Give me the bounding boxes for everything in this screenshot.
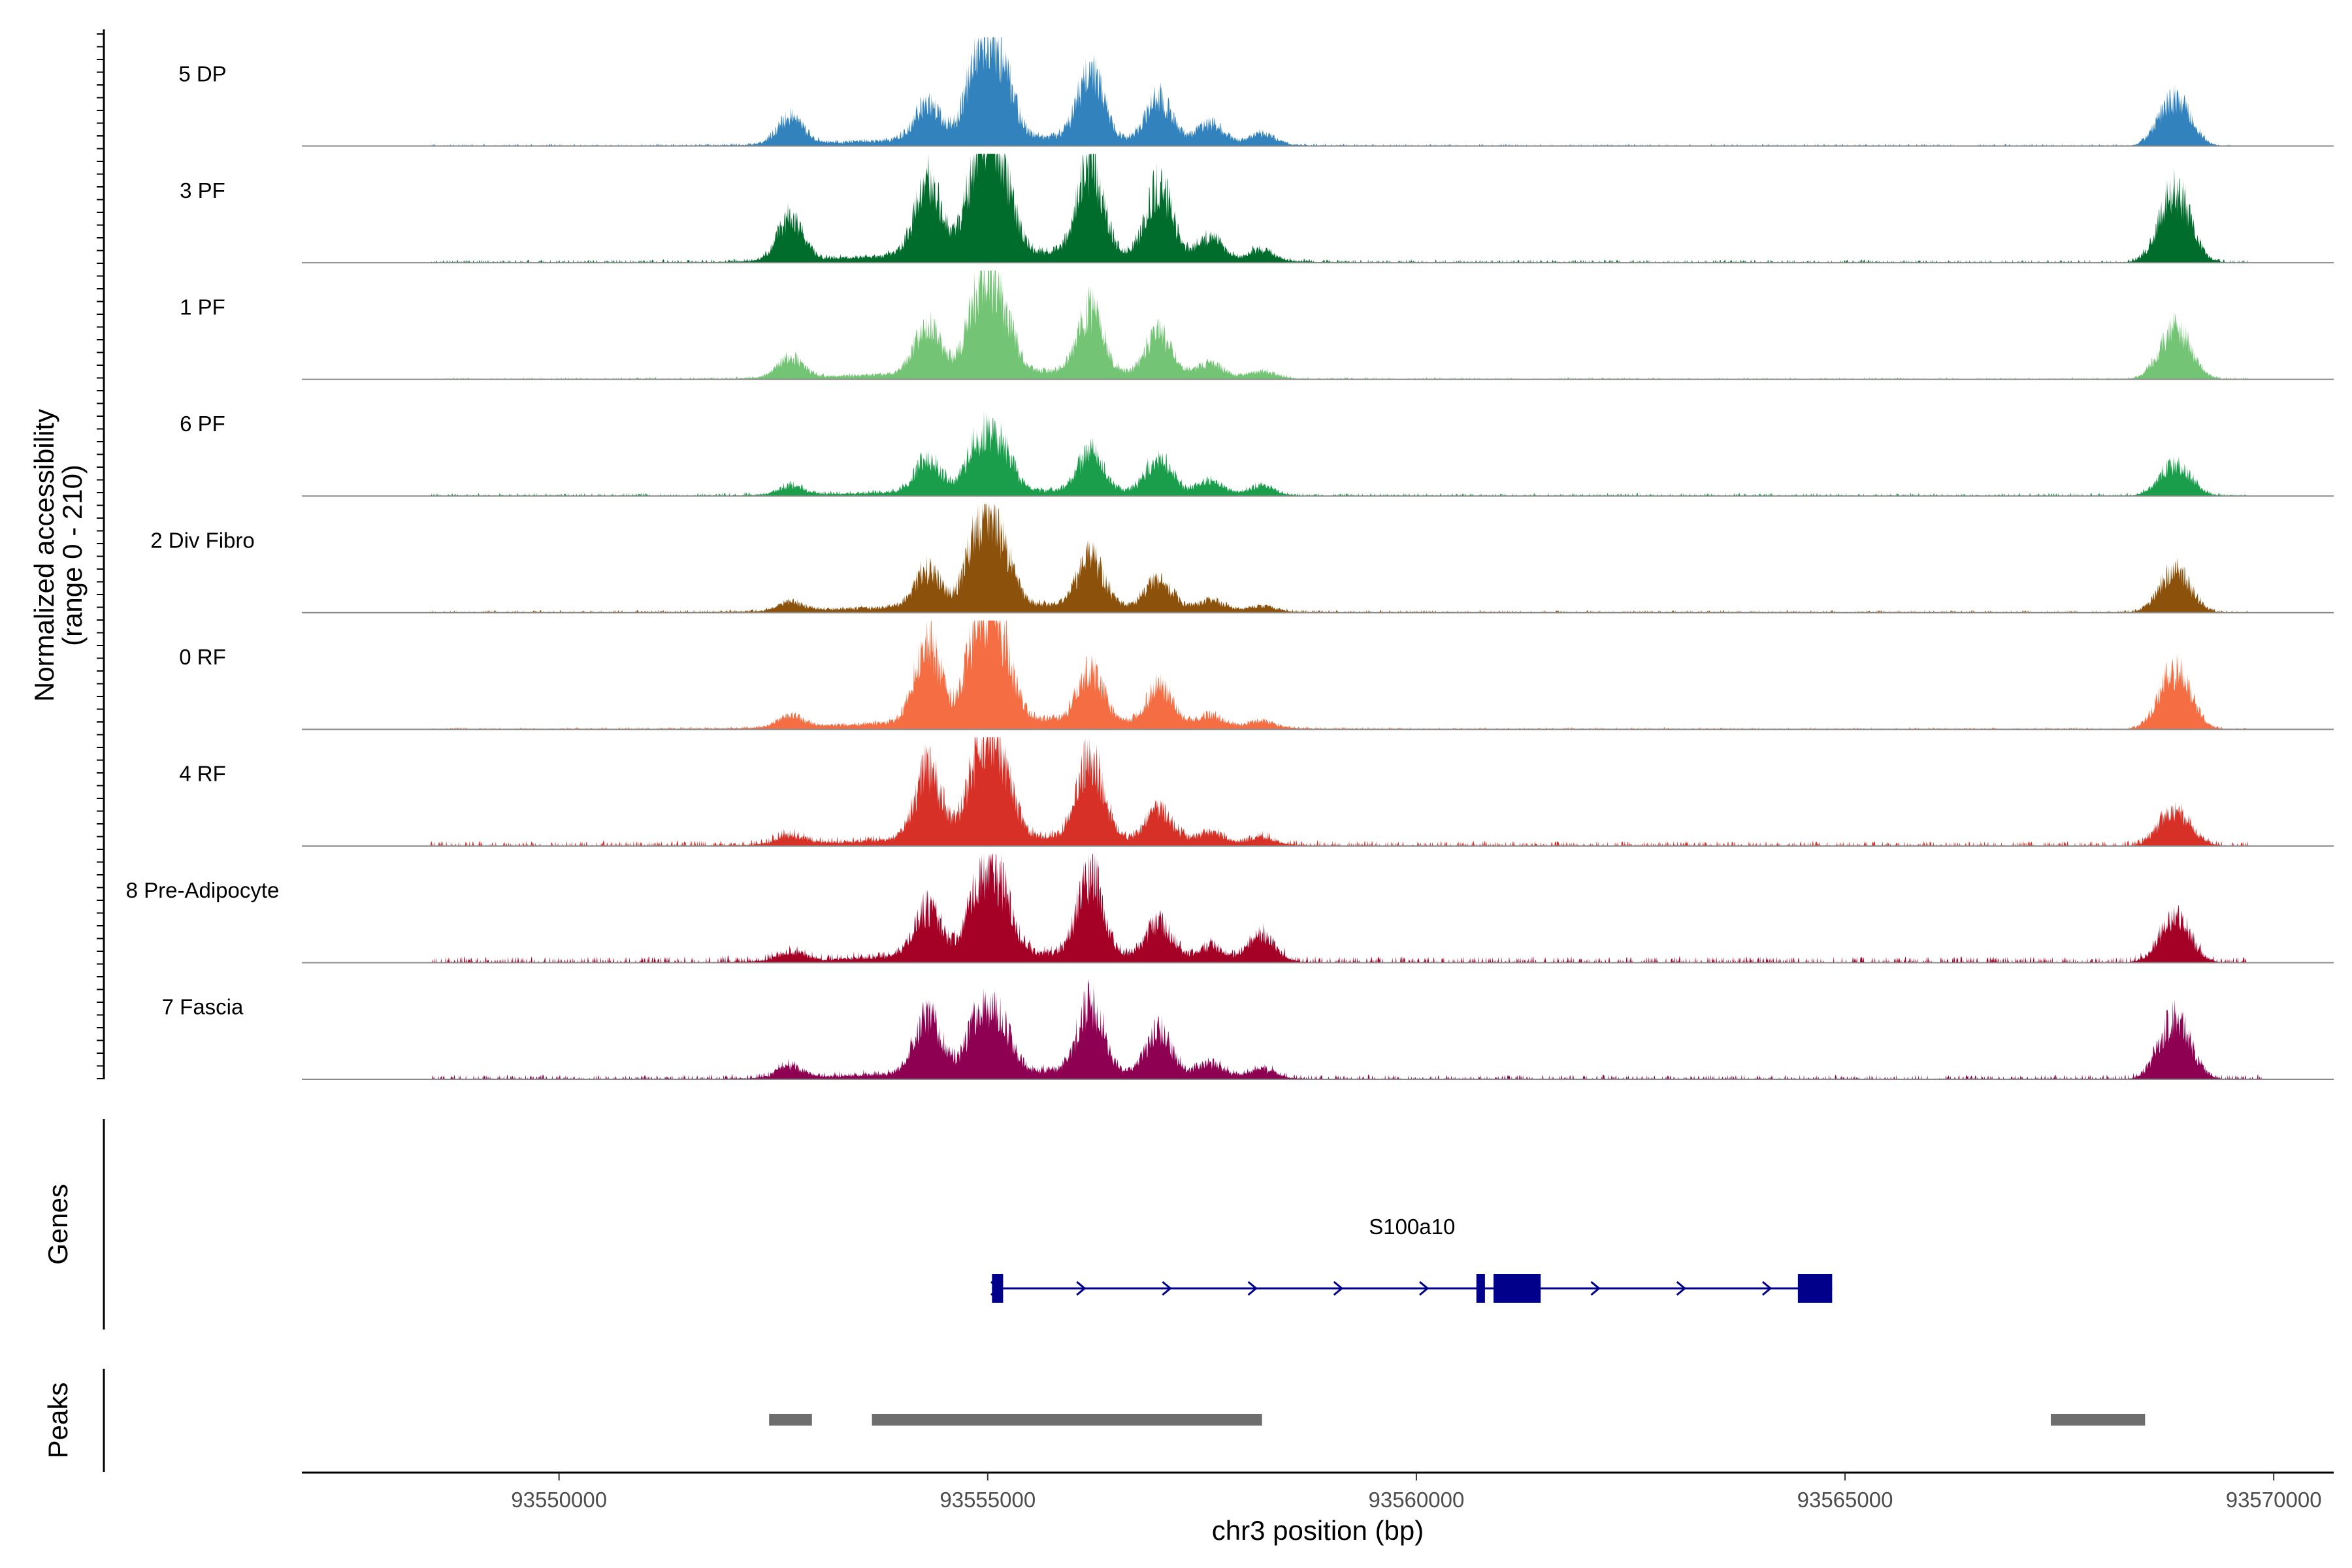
track-label: 8 Pre-Adipocyte xyxy=(126,878,280,902)
track-0-rf: 0 RF xyxy=(179,620,2334,730)
x-tick-label: 93565000 xyxy=(1797,1488,1893,1512)
strand-arrow-icon xyxy=(1676,1281,1687,1296)
track-label: 6 PF xyxy=(180,412,225,436)
peak-bar xyxy=(2050,1414,2146,1426)
strand-arrow-icon xyxy=(1333,1281,1344,1296)
gene-exon xyxy=(1797,1274,1833,1303)
track-5-dp: 5 DP xyxy=(178,37,2334,147)
track-label: 4 RF xyxy=(179,762,226,786)
track-label: 1 PF xyxy=(180,295,225,319)
peaks-panel-title: Peaks xyxy=(42,1382,73,1459)
track-label: 5 DP xyxy=(178,61,226,86)
track-label: 2 Div Fibro xyxy=(150,529,255,553)
peak-track xyxy=(769,1414,2146,1426)
peak-bar xyxy=(872,1414,1262,1426)
strand-arrow-icon xyxy=(1076,1281,1086,1296)
gene-track: S100a10 xyxy=(990,1215,1833,1303)
track-label: 0 RF xyxy=(179,645,226,669)
coverage-tracks: 5 DP 3 PF 1 PF 6 PF 2 Div Fibro 0 RF 4 RF 8 Pre… xyxy=(126,37,2334,1080)
y-axis-title-line1: Normalized accessibility xyxy=(29,409,59,702)
track-7-fascia: 7 Fascia xyxy=(162,979,2334,1080)
track-8-pre-adipocyte: 8 Pre-Adipocyte xyxy=(126,853,2334,964)
x-tick-label: 93550000 xyxy=(511,1488,607,1512)
gene-exon xyxy=(1494,1274,1541,1303)
x-tick-label: 93560000 xyxy=(1368,1488,1464,1512)
peak-bar xyxy=(769,1414,812,1426)
strand-arrow-icon xyxy=(1590,1281,1601,1296)
gene-exon xyxy=(1476,1274,1485,1303)
track-1-pf: 1 PF xyxy=(180,270,2334,380)
track-6-pf: 6 PF xyxy=(180,409,2334,497)
strand-arrow-icon xyxy=(1761,1281,1772,1296)
strand-arrow-icon xyxy=(1419,1281,1429,1296)
x-tick-label: 93555000 xyxy=(939,1488,1036,1512)
x-tick-label: 93570000 xyxy=(2226,1488,2322,1512)
gene-exon xyxy=(992,1274,1004,1303)
track-4-rf: 4 RF xyxy=(179,737,2334,847)
gene-label: S100a10 xyxy=(1369,1215,1455,1239)
strand-arrow-icon xyxy=(1247,1281,1258,1296)
track-label: 7 Fascia xyxy=(162,995,244,1019)
y-axis-title-line2: (range 0 - 210) xyxy=(57,465,88,646)
x-axis-ticks: 93550000 93555000 93560000 93565000 93570000 xyxy=(511,1473,2322,1512)
strand-arrow-icon xyxy=(1162,1281,1172,1296)
genes-panel-title: Genes xyxy=(42,1184,73,1265)
track-3-pf: 3 PF xyxy=(180,154,2334,264)
track-label: 3 PF xyxy=(180,178,225,203)
track-2-div-fibro: 2 Div Fibro xyxy=(150,504,2334,613)
coverage-y-ticks xyxy=(97,33,104,1079)
x-axis-title: chr3 position (bp) xyxy=(1212,1515,1424,1546)
